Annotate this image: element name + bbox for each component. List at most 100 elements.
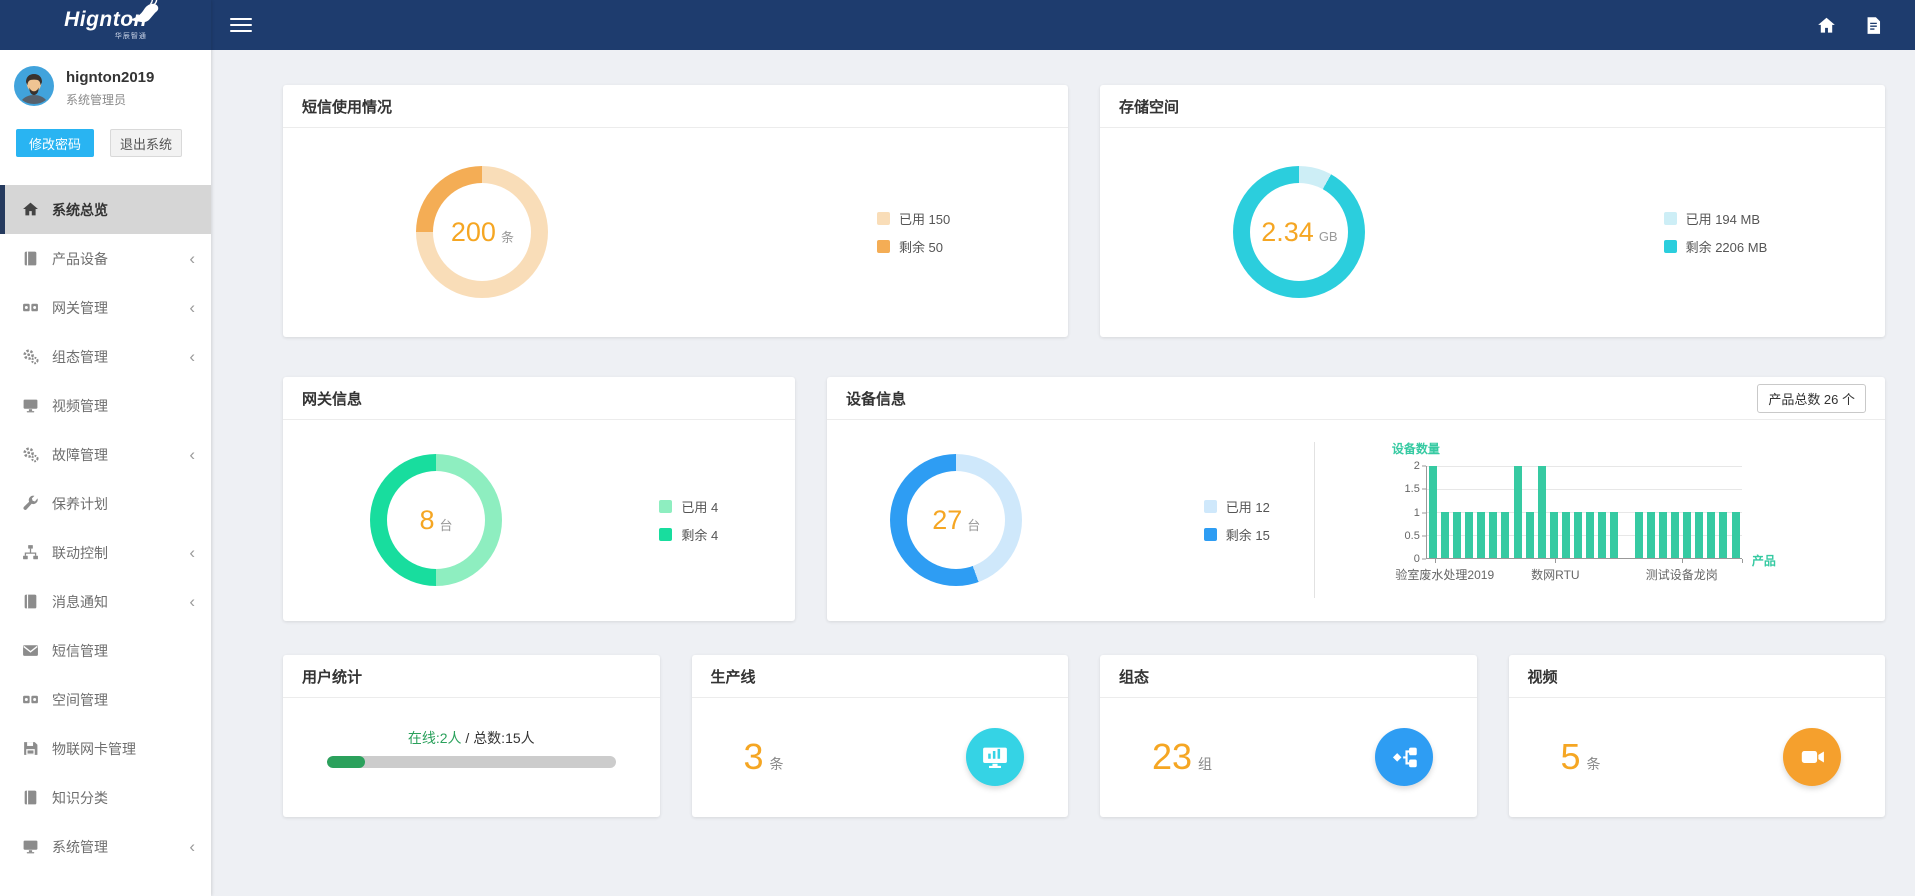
- username: hignton2019: [66, 69, 155, 86]
- storage-donut-chart: 2.34 GB: [1233, 166, 1366, 298]
- sidebar-item-知识分类[interactable]: 知识分类: [0, 773, 211, 822]
- monitor-chart-icon: [966, 728, 1024, 786]
- bar-plot: [1425, 466, 1742, 559]
- production-line-card: 生产线 3 条: [691, 655, 1068, 817]
- legend-item: 剩余 50: [876, 237, 950, 256]
- device-donut-chart: 27 台: [890, 454, 1023, 586]
- sitemap-icon: [22, 544, 39, 561]
- legend-swatch: [1663, 211, 1677, 225]
- sidebar-item-系统管理[interactable]: 系统管理 ‹: [0, 822, 211, 871]
- sidebar-item-消息通知[interactable]: 消息通知 ‹: [0, 577, 211, 626]
- gateway-info-card: 网关信息 8 台 已用 4 剩余 4: [283, 377, 795, 621]
- sidebar-item-label: 保养计划: [52, 495, 108, 512]
- gateway-legend: 已用 4 剩余 4: [659, 497, 718, 544]
- sidebar-item-联动控制[interactable]: 联动控制 ‹: [0, 528, 211, 577]
- video-count: 5: [1560, 736, 1581, 777]
- sidebar-item-组态管理[interactable]: 组态管理 ‹: [0, 332, 211, 381]
- legend-item: 已用 150: [876, 209, 950, 228]
- sms-legend: 已用 150 剩余 50: [876, 209, 950, 256]
- bar: [1695, 512, 1704, 558]
- bar: [1634, 512, 1643, 558]
- device-legend: 已用 12 剩余 15: [1203, 497, 1270, 544]
- dashboard: 短信使用情况 200 条 已用 150 剩余 50 存储空间: [211, 50, 1915, 896]
- legend-item: 已用 194 MB: [1663, 209, 1768, 228]
- card-title: 组态: [1119, 668, 1150, 686]
- binoculars-icon: [22, 691, 39, 708]
- book-icon: [22, 593, 39, 610]
- bar: [1465, 512, 1474, 558]
- sms-donut-chart: 200 条: [416, 166, 549, 298]
- legend-swatch: [1663, 239, 1677, 253]
- bar: [1707, 512, 1716, 558]
- chevron-left-icon: ‹: [189, 444, 195, 464]
- sidebar-item-label: 网关管理: [52, 299, 108, 316]
- sidebar-item-故障管理[interactable]: 故障管理 ‹: [0, 430, 211, 479]
- change-password-button[interactable]: 修改密码: [16, 129, 94, 157]
- card-title: 设备信息: [846, 390, 907, 408]
- bar: [1598, 512, 1607, 558]
- device-info-card: 设备信息 产品总数 26 个 27 台 已用 12 剩余 15: [827, 377, 1885, 621]
- legend-swatch: [1203, 527, 1217, 541]
- home-icon: [22, 201, 39, 218]
- sidebar-item-label: 系统总览: [52, 201, 108, 218]
- sidebar-item-系统总览[interactable]: 系统总览: [0, 185, 211, 234]
- product-total-button[interactable]: 产品总数 26 个: [1757, 383, 1866, 413]
- legend-item: 剩余 4: [659, 525, 718, 544]
- online-users-progress-bar: [327, 756, 616, 768]
- user-profile: hignton2019 系统管理员: [0, 50, 211, 121]
- brand-subtext: 华辰智通: [114, 33, 147, 40]
- monitor-icon: [22, 397, 39, 414]
- card-title: 视频: [1527, 668, 1558, 686]
- bar: [1646, 512, 1655, 558]
- video-card: 视频 5 条: [1508, 655, 1885, 817]
- legend-swatch: [659, 527, 673, 541]
- sidebar-item-空间管理[interactable]: 空间管理: [0, 675, 211, 724]
- bar-chart-x-tick-label: 验室废水处理2019: [1395, 568, 1495, 582]
- wrench-icon: [22, 495, 39, 512]
- user-stats-text: 在线:2人 / 总数:15人: [407, 730, 535, 746]
- sidebar-item-网关管理[interactable]: 网关管理 ‹: [0, 283, 211, 332]
- sms-total: 200: [450, 216, 496, 247]
- sidebar-item-短信管理[interactable]: 短信管理: [0, 626, 211, 675]
- bar-chart-y-axis: 0 0.5 1 1.5 2: [1390, 460, 1426, 565]
- bar: [1574, 512, 1583, 558]
- legend-item: 已用 12: [1203, 497, 1270, 516]
- sidebar-item-视频管理[interactable]: 视频管理: [0, 381, 211, 430]
- legend-swatch: [659, 499, 673, 513]
- logout-button[interactable]: 退出系统: [110, 129, 182, 157]
- bar: [1477, 512, 1486, 558]
- bar-chart-x-tick-label: 数网RTU: [1531, 568, 1580, 582]
- card-title: 网关信息: [302, 390, 363, 408]
- book-icon: [22, 789, 39, 806]
- legend-swatch: [876, 211, 890, 225]
- sidebar-item-label: 故障管理: [52, 446, 108, 463]
- sidebar-item-label: 物联网卡管理: [52, 740, 136, 757]
- chevron-left-icon: ‹: [189, 346, 195, 366]
- envelope-icon: [22, 642, 39, 659]
- legend-swatch: [1203, 499, 1217, 513]
- gears-icon: [22, 348, 39, 365]
- sidebar-item-产品设备[interactable]: 产品设备 ‹: [0, 234, 211, 283]
- sidebar-item-label: 产品设备: [52, 250, 108, 267]
- hamburger-menu-icon[interactable]: [230, 14, 252, 36]
- card-title: 生产线: [710, 668, 756, 686]
- device-bar-chart: 设备数量 0 0.5 1 1.5 2 验室废水处理2019 数网RTU 测试设备龙岗 产品: [1390, 440, 1810, 600]
- sidebar-item-label: 知识分类: [52, 789, 108, 806]
- book-icon: [22, 250, 39, 267]
- bar-chart-x-tick-label: 测试设备龙岗: [1645, 568, 1718, 582]
- home-icon[interactable]: [1817, 16, 1836, 35]
- sms-usage-card: 短信使用情况 200 条 已用 150 剩余 50: [283, 85, 1068, 337]
- bar: [1513, 466, 1522, 558]
- sidebar-item-保养计划[interactable]: 保养计划: [0, 479, 211, 528]
- brand-logo[interactable]: Hignton 华辰智通: [0, 0, 211, 50]
- bar: [1525, 512, 1534, 558]
- sidebar-item-label: 联动控制: [52, 544, 108, 561]
- bar: [1719, 512, 1728, 558]
- sidebar-item-label: 组态管理: [52, 348, 108, 365]
- storage-total: 2.34: [1261, 216, 1314, 247]
- gateway-donut-chart: 8 台: [370, 454, 503, 586]
- video-camera-icon: [1783, 728, 1841, 786]
- sidebar-item-label: 空间管理: [52, 691, 108, 708]
- sidebar-item-物联网卡管理[interactable]: 物联网卡管理: [0, 724, 211, 773]
- document-icon[interactable]: [1864, 16, 1883, 35]
